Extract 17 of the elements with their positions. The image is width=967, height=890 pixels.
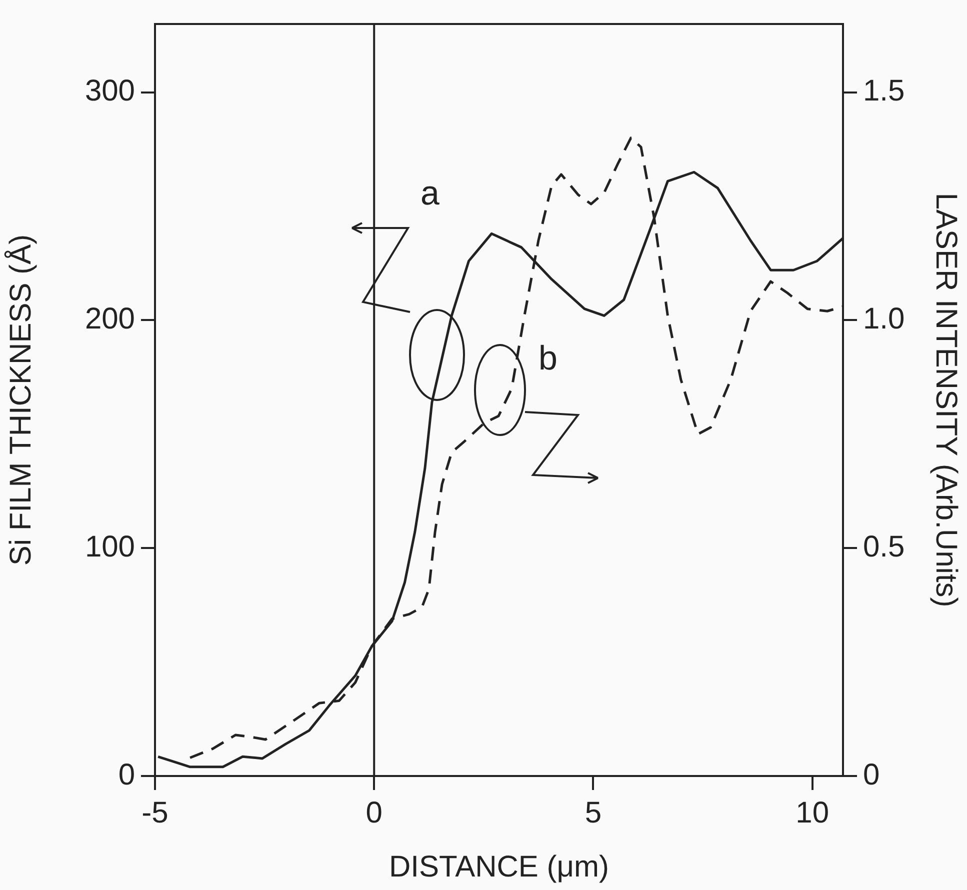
y2-axis-title: LASER INTENSITY (Arb.Units) [930,192,963,608]
x-tick-label: -5 [142,796,168,830]
x-tick-label: 10 [796,796,830,830]
y-tick-label: 100 [84,530,135,564]
y-tick-label: 300 [84,74,135,108]
y-axis-title: Si FILM THICKNESS (Å) [3,234,38,566]
y2-tick-label: 0.5 [863,530,905,564]
series-label: b [538,339,558,378]
y-tick-label: 0 [118,758,135,792]
y2-tick-label: 1.0 [863,302,905,336]
y-tick-label: 200 [84,302,135,336]
x-axis-title: DISTANCE (μm) [388,850,610,884]
x-tick-label: 5 [584,796,602,830]
y2-tick-label: 0 [863,758,880,792]
y2-tick-label: 1.5 [863,74,905,108]
series-label: a [420,174,440,212]
x-tick-label: 0 [366,796,382,830]
